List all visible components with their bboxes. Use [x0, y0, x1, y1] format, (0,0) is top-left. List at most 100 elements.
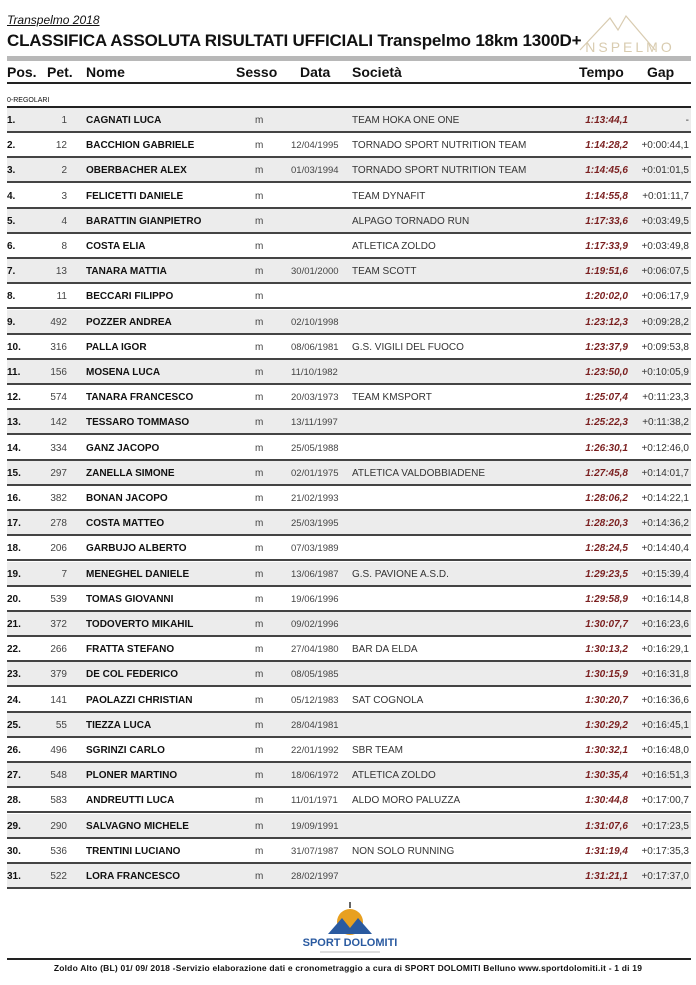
cell-date: 09/02/1996: [291, 619, 339, 630]
cell-pet: 142: [50, 417, 67, 429]
cell-sex: m: [255, 467, 264, 479]
cell-time: 1:30:44,8: [585, 795, 628, 807]
cell-club: TORNADO SPORT NUTRITION TEAM: [352, 140, 527, 152]
cell-gap: +0:16:29,1: [641, 644, 689, 656]
cell-pet: 334: [50, 442, 67, 454]
cell-club: TEAM HOKA ONE ONE: [352, 115, 460, 126]
cell-gap: +0:16:48,0: [641, 745, 689, 756]
cell-date: 13/06/1987: [291, 568, 339, 580]
cell-sex: m: [255, 115, 264, 126]
cell-gap: +0:03:49,8: [641, 241, 689, 252]
cell-club: G.S. VIGILI DEL FUOCO: [352, 341, 464, 353]
category-label: 0-REGOLARI: [7, 97, 50, 104]
cell-time: 1:14:28,2: [585, 140, 628, 152]
cell-pos: 10.: [7, 341, 21, 353]
cell-pet: 11: [56, 291, 67, 303]
table-row: 9. 492 POZZER ANDREA m 02/10/1998 1:23:12,3 +0…: [7, 309, 691, 335]
cell-pet: 536: [50, 845, 67, 857]
svg-text:NSPELMO: NSPELMO: [585, 39, 674, 55]
cell-date: 25/05/1988: [291, 442, 339, 454]
cell-date: 20/03/1973: [291, 392, 339, 404]
cell-time: 1:23:37,9: [585, 341, 628, 353]
table-row: 17. 278 COSTA MATTEO m 25/03/1995 1:28:20,3 +0…: [7, 511, 691, 537]
cell-name: FRATTA STEFANO: [86, 644, 175, 656]
table-row: 20. 539 TOMAS GIOVANNI m 19/06/1996 1:29:58,9…: [7, 587, 691, 612]
cell-club: ATLETICA ZOLDO: [352, 241, 436, 252]
cell-pos: 2.: [7, 140, 16, 152]
cell-date: 18/06/1972: [291, 770, 339, 782]
cell-pet: 548: [50, 770, 67, 782]
cell-name: PALLA IGOR: [86, 341, 147, 353]
row-divider: [7, 509, 691, 511]
cell-gap: +0:17:00,7: [641, 795, 689, 807]
row-divider: [7, 685, 691, 688]
row-divider: [7, 181, 691, 184]
cell-sex: m: [255, 165, 264, 177]
cell-time: 1:31:21,1: [585, 871, 628, 882]
cell-sex: m: [255, 669, 264, 681]
cell-gap: +0:01:11,7: [642, 190, 689, 202]
cell-time: 1:30:15,9: [585, 669, 628, 681]
cell-name: BONAN JACOPO: [86, 493, 168, 504]
row-divider: [7, 282, 691, 285]
header-divider: [7, 82, 691, 84]
cell-date: 30/01/2000: [291, 266, 339, 278]
cell-gap: +0:16:36,6: [641, 694, 689, 706]
cell-name: ZANELLA SIMONE: [86, 467, 175, 479]
row-divider: [7, 383, 691, 385]
cell-sex: m: [255, 266, 264, 278]
cell-date: 28/04/1981: [291, 719, 339, 731]
cell-pet: 8: [61, 241, 67, 252]
cell-pet: 4: [61, 215, 67, 227]
cell-time: 1:28:20,3: [585, 518, 628, 530]
cell-pet: 206: [50, 543, 67, 555]
cell-time: 1:13:44,1: [585, 115, 628, 126]
cell-pos: 27.: [7, 770, 21, 782]
cell-pet: 7: [61, 568, 67, 580]
row-divider: [7, 887, 691, 889]
cell-pos: 15.: [7, 467, 21, 479]
cell-time: 1:25:07,4: [585, 392, 628, 404]
row-divider: [7, 836, 691, 839]
cell-time: 1:20:02,0: [585, 291, 628, 303]
cell-gap: +0:16:14,8: [641, 593, 689, 605]
cell-name: GARBUJO ALBERTO: [86, 543, 187, 555]
cell-name: TRENTINI LUCIANO: [86, 845, 181, 857]
cell-date: 21/02/1993: [291, 493, 339, 504]
cell-club: NON SOLO RUNNING: [352, 845, 455, 857]
cell-pet: 522: [50, 871, 67, 882]
cell-name: TOMAS GIOVANNI: [86, 593, 174, 605]
row-divider: [7, 483, 691, 486]
cell-pet: 266: [50, 644, 67, 656]
cell-sex: m: [255, 241, 264, 252]
cell-name: MENEGHEL DANIELE: [86, 568, 190, 580]
cell-gap: +0:14:36,2: [641, 518, 689, 530]
cell-pos: 8.: [7, 291, 16, 303]
cell-club: ALDO MORO PALUZZA: [352, 795, 461, 807]
cell-gap: +0:16:45,1: [641, 719, 689, 731]
cell-pos: 5.: [7, 215, 16, 227]
cell-sex: m: [255, 845, 264, 857]
cell-gap: +0:01:01,5: [641, 165, 689, 177]
cell-date: 28/02/1997: [291, 871, 339, 882]
row-divider: [7, 408, 691, 411]
cell-pet: 12: [55, 140, 67, 152]
cell-gap: +0:15:39,4: [641, 568, 689, 580]
col-header-gap: Gap: [647, 64, 675, 80]
row-divider: [7, 559, 691, 562]
cell-date: 19/06/1996: [291, 593, 339, 605]
cell-club: ALPAGO TORNADO RUN: [352, 215, 470, 227]
cell-sex: m: [255, 190, 264, 202]
cell-name: TIEZZA LUCA: [86, 719, 152, 731]
table-row: 4. 3 FELICETTI DANIELE m TEAM DYNAFIT 1:14:55…: [7, 184, 691, 209]
cell-pet: 382: [50, 493, 67, 504]
row-divider: [7, 307, 691, 310]
row-divider: [7, 433, 691, 436]
cell-pet: 278: [50, 518, 67, 530]
row-divider: [7, 131, 691, 133]
cell-date: 13/11/1997: [291, 417, 338, 429]
cell-pos: 3.: [7, 165, 16, 177]
cell-time: 1:30:29,2: [585, 719, 628, 731]
cell-sex: m: [255, 795, 264, 807]
cell-gap: +0:16:31,8: [641, 669, 689, 681]
